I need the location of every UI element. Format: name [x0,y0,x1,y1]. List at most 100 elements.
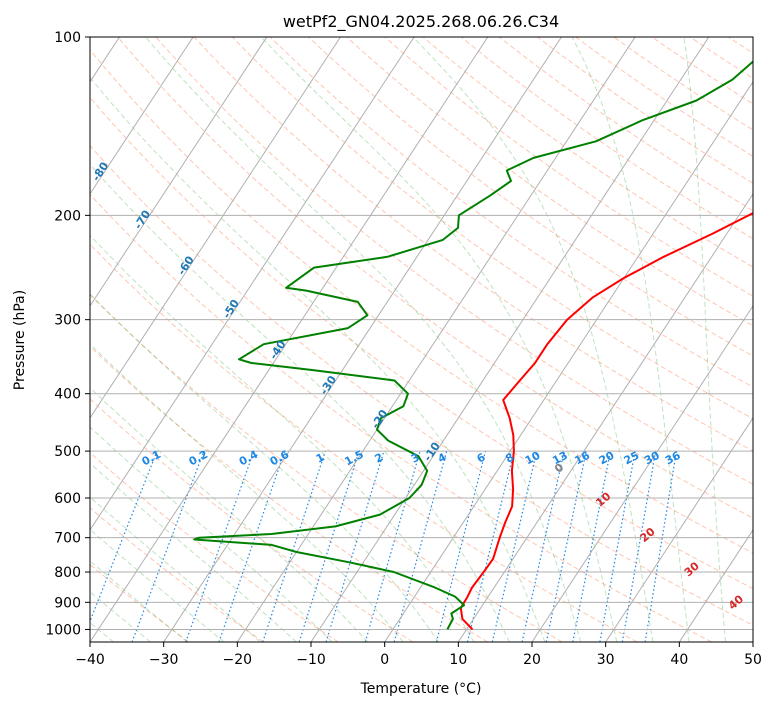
isotherm [90,37,415,531]
x-tick-label: 30 [597,652,615,668]
x-tick-label: 10 [449,652,467,668]
isotherm [90,37,341,419]
moist-adiabat [571,37,690,642]
dry-adiabat [90,243,638,642]
moist-adiabat [260,37,618,642]
mixing-ratio-line [521,450,565,642]
moist-adiabat [412,37,654,642]
isotherm-label: -90 [49,109,71,133]
dry-adiabat [270,37,753,388]
dry-adiabat [575,37,753,157]
x-tick-label: −30 [149,652,179,668]
mixing-ratio-line [572,450,612,642]
y-tick-label: 200 [54,208,81,224]
moist-adiabat [90,528,225,642]
dry-adiabat [384,37,753,297]
mixing-ratio-label: 36 [663,449,683,468]
y-tick-label: 500 [54,444,81,460]
y-tick-label: 400 [54,387,81,403]
background-lines [90,37,775,642]
x-tick-label: −40 [75,652,105,668]
mixing-ratio-line [364,450,421,642]
y-tick-label: 1000 [45,622,81,638]
x-tick-label: 0 [380,652,389,668]
plot-frame [89,36,754,643]
mixing-ratio-line [621,450,657,642]
isotherm [310,37,710,642]
x-tick-label: 20 [523,652,541,668]
chart-title: wetPf2_GN04.2025.268.06.26.C34 [283,12,559,32]
moist-adiabat [90,426,333,642]
moist-adiabat [145,37,582,642]
axis-ticks: −40 −30 −20 −10 0 10 20 30 40 50 100 200 300 400 500 60… [45,30,762,668]
isotherm [457,192,753,642]
y-tick-label: 700 [54,531,81,547]
mixing-ratio-label: 10 [523,449,543,468]
mixing-ratio-line [185,450,255,642]
mixing-ratio-line [298,450,360,642]
isotherm [384,80,753,642]
isotherm [90,37,194,195]
y-tick-label: 800 [54,565,81,581]
dry-adiabat [90,294,563,642]
moist-adiabat [90,496,261,642]
mixing-ratio-label: 20 [597,449,617,468]
isotherm [752,641,753,642]
dry-adiabat [346,37,753,327]
mixing-ratio-label: 16 [572,449,592,468]
moist-adiabat [90,234,475,642]
y-tick-label: 300 [54,313,81,329]
moist-adiabat [683,37,727,642]
isotherm [236,37,636,642]
dry-adiabat [537,37,753,184]
moist-adiabat [90,76,546,642]
moist-adiabat [90,293,439,642]
mixing-ratio-label: 13 [550,449,570,468]
moist-adiabat [90,163,510,642]
temperature-line [459,212,753,631]
dry-adiabat [90,49,753,554]
moist-adiabat [90,560,188,642]
x-tick-label: −20 [223,652,253,668]
dry-adiabat [766,37,775,642]
mixing-ratio-line [644,451,678,642]
y-tick-label: 900 [54,595,81,611]
dry-adiabat [90,398,414,642]
mixing-ratio-line [491,450,538,642]
mixing-ratio-line [218,450,286,642]
dry-adiabat [231,37,753,420]
mixing-ratio-line [435,450,487,642]
moist-adiabat [90,591,151,642]
dry-adiabat [308,37,753,357]
mixing-ratio-line [325,450,385,642]
moist-adiabat [90,343,404,642]
mixing-ratio-line [466,450,515,642]
y-tick-label: 100 [54,30,81,46]
isotherm-label: -100 [11,49,37,79]
mixing-ratio-label: 30 [642,449,662,468]
mixing-ratio-line [599,450,636,642]
x-tick-label: −10 [296,652,326,668]
mixing-ratio-label: 25 [622,449,642,468]
data-lines [193,60,753,631]
dry-adiabat [90,96,753,590]
dry-adiabat [90,345,488,642]
moist-adiabat [754,37,762,642]
isotherm [531,304,753,642]
x-tick-label: 40 [670,652,688,668]
dry-adiabat [460,37,753,240]
mixing-ratio-line [262,450,326,642]
mixing-ratio-line [393,450,448,642]
isotherm [678,529,753,642]
y-tick-label: 600 [54,491,81,507]
isotherm [90,37,268,307]
isotherm [605,417,753,642]
dry-adiabat [193,37,753,452]
y-axis-title: Pressure (hPa) [12,290,28,390]
x-tick-label: 50 [744,652,762,668]
dewpoint-line [193,60,753,630]
dry-adiabat [90,144,753,626]
moist-adiabat [90,387,369,642]
x-axis-title: Temperature (°C) [360,681,482,697]
